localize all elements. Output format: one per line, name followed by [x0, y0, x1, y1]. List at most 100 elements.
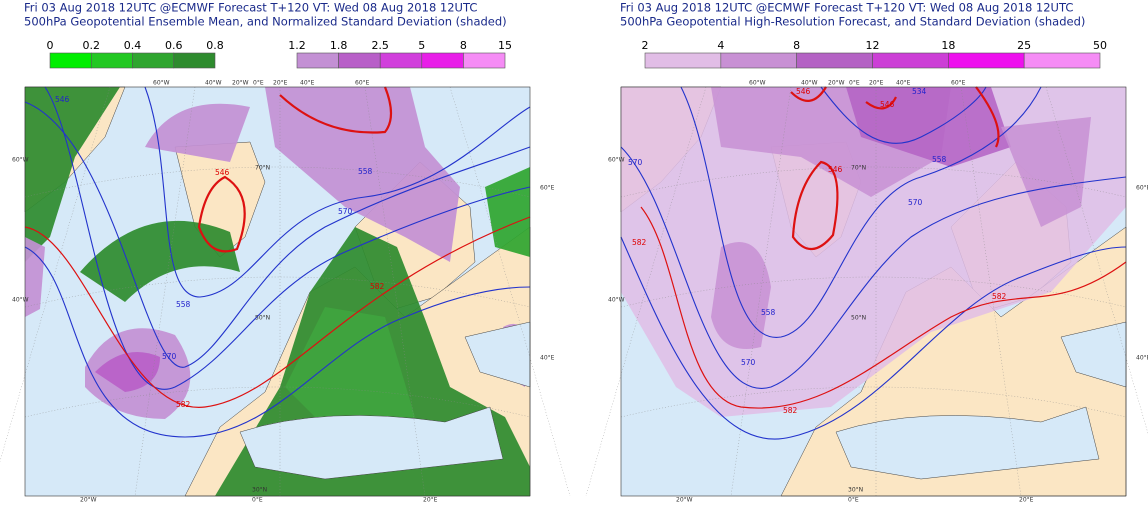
panel: Fri 03 Aug 2018 12UTC @ECMWF Forecast T+…	[585, 1, 1148, 504]
colorbar-swatch	[796, 52, 873, 69]
colorbar-swatch	[463, 52, 506, 69]
contour	[197, 175, 246, 253]
graticule	[585, 86, 707, 497]
contour-label: 558	[761, 308, 776, 317]
contour	[24, 216, 531, 408]
contour	[790, 86, 827, 102]
colorbar-swatch	[1023, 52, 1101, 69]
contour	[640, 206, 1127, 409]
contour	[820, 86, 987, 144]
grid-label: 60°W	[608, 157, 625, 164]
colorbar-swatch	[132, 52, 175, 69]
colorbar-label: 8	[460, 39, 467, 52]
grid-label: 0°E	[253, 80, 264, 87]
grid-label: 70°N	[851, 165, 866, 172]
contour-label: 534	[912, 87, 927, 96]
contour-label: 558	[176, 300, 191, 309]
grid-label: 60°E	[951, 80, 966, 87]
sea	[835, 406, 1100, 480]
graticule	[364, 86, 426, 497]
grid-label: 0°E	[849, 80, 860, 87]
contour-label: 582	[176, 400, 191, 409]
grid-label: 60°W	[749, 80, 766, 87]
grid-label: 70°N	[255, 165, 270, 172]
graticule	[24, 166, 531, 198]
colorbar-swatch	[872, 52, 949, 69]
contour	[24, 101, 531, 368]
title-line: 500hPa Geopotential High-Resolution Fore…	[620, 15, 1085, 29]
grid-label: 20°W	[828, 80, 845, 87]
contour	[620, 146, 1127, 389]
grid-label: 40°W	[12, 297, 29, 304]
shading	[265, 87, 460, 262]
contour-label: 558	[932, 155, 947, 164]
colorbar-label: 0.4	[124, 39, 142, 52]
graticule	[24, 386, 531, 418]
colorbar-label: 8	[793, 39, 800, 52]
contour-label: 546	[828, 165, 843, 174]
graticule	[24, 276, 531, 308]
map: 546 558 570 546 558 570 582 582 60°W 40°W 20°W 0°E 2…	[0, 80, 571, 504]
grid-label: 20°E	[1019, 497, 1034, 504]
grid-label: 50°N	[851, 315, 866, 322]
panel: Fri 03 Aug 2018 12UTC @ECMWF Forecast T+…	[0, 1, 571, 504]
contour	[620, 236, 1127, 440]
colorbar-label: 2.5	[371, 39, 389, 52]
grid-label: 40°W	[205, 80, 222, 87]
colorbar-label: 4	[717, 39, 724, 52]
contour-label: 570	[628, 158, 643, 167]
map-frame	[620, 86, 1127, 497]
contour	[975, 86, 1000, 148]
grid-label: 20°W	[232, 80, 249, 87]
contour-label: 582	[992, 292, 1007, 301]
graticule	[730, 86, 792, 497]
colorbar-swatch	[90, 52, 133, 69]
shading	[285, 307, 415, 427]
contour	[279, 86, 393, 134]
title-line: 500hPa Geopotential Ensemble Mean, and N…	[24, 15, 507, 29]
grid-label: 40°W	[801, 80, 818, 87]
contour-label: 582	[632, 238, 647, 247]
colorbar-label: 5	[418, 39, 425, 52]
graticule	[134, 86, 196, 497]
grid-label: 40°E	[896, 80, 911, 87]
colorbar-label: 18	[941, 39, 955, 52]
colorbar-label: 1.8	[330, 39, 348, 52]
graticule	[960, 86, 1022, 497]
shading	[1001, 117, 1091, 227]
graticule	[620, 276, 1127, 308]
colorbar-label: 2	[642, 39, 649, 52]
grid-label: 20°W	[80, 497, 97, 504]
contour-label: 570	[162, 352, 177, 361]
grid-label: 60°W	[12, 157, 29, 164]
colorbar-swatch	[421, 52, 464, 69]
contour	[865, 96, 897, 110]
grid-label: 20°E	[273, 80, 288, 87]
colorbar-label: 0.6	[165, 39, 183, 52]
colorbar-label: 0.8	[206, 39, 224, 52]
contour-label: 558	[358, 167, 373, 176]
graticule	[0, 86, 111, 462]
shading	[145, 103, 250, 162]
grid-label: 60°E	[355, 80, 370, 87]
contour	[680, 86, 1042, 338]
grid-label: 60°E	[540, 185, 555, 192]
map: 546 546 546 534 558 570 582 582 558 570 570 582 60°W…	[585, 80, 1148, 504]
grid-label: 0°E	[848, 497, 859, 504]
map-frame	[24, 86, 531, 497]
contour-label: 582	[783, 406, 798, 415]
contour-label: 546	[796, 87, 811, 96]
title-line: Fri 03 Aug 2018 12UTC @ECMWF Forecast T+…	[24, 1, 477, 15]
contour-label: 570	[908, 198, 923, 207]
colorbar-swatch	[296, 52, 339, 69]
colorbar-swatch	[173, 52, 216, 69]
colorbar-swatch	[644, 52, 722, 69]
colorbar-label: 25	[1017, 39, 1031, 52]
contour	[44, 86, 531, 390]
grid-label: 0°E	[252, 497, 263, 504]
grid-label: 50°N	[255, 315, 270, 322]
colorbar-label: 12	[866, 39, 880, 52]
grid-label: 60°W	[153, 80, 170, 87]
grid-label: 30°N	[848, 487, 863, 494]
contour-label: 546	[880, 100, 895, 109]
